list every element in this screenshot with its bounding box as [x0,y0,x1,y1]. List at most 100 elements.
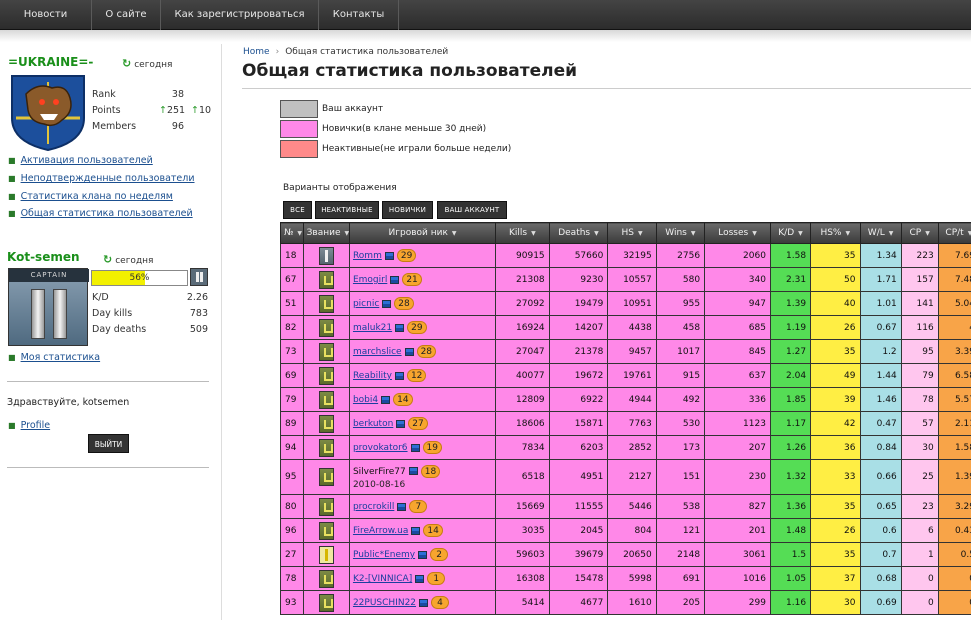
nav-about[interactable]: О сайте [92,0,161,30]
header-label: Losses [718,228,749,238]
table-row: 96 FireArrow.ua 14 3035 2045 804 121 201 1.48 26 0… [280,518,971,543]
link-general-user-stats[interactable]: ■ Общая статистика пользователей [8,208,193,219]
clan-members-value: 96 [171,121,184,132]
cell-kills: 12809 [495,387,550,412]
breadcrumb-home[interactable]: Home [243,47,270,57]
cell-cpt: 0.43 [937,518,971,543]
cell-deaths: 21378 [548,339,609,364]
cell-hsp: 36 [810,435,861,460]
player-nick-link[interactable]: berkuton [352,419,394,429]
header-col-num[interactable]: № ▼ [280,222,304,244]
header-col-cp[interactable]: CP ▼ [900,222,939,244]
player-nick-link[interactable]: FireArrow.ua [352,526,409,536]
cell-num: 79 [280,387,304,412]
sergeant-rank-icon [318,294,334,313]
player-nick-link[interactable]: Romm [352,251,382,261]
cell-kills: 18606 [495,411,550,436]
header-label: Kills [509,228,528,238]
cell-cpt: 7.69 [937,243,971,268]
filter-newcomers-button[interactable]: НОВИЧКИ [382,201,433,219]
cell-cp: 79 [900,363,939,388]
cell-rank [302,339,350,364]
cell-hsp: 35 [810,494,861,519]
cell-wl: 1.34 [859,243,902,268]
link-general-user-stats-text[interactable]: Общая статистика пользователей [20,208,193,219]
player-nick-link[interactable]: marchslice [352,347,402,357]
rank-progress-bar: 56% [91,270,188,286]
cell-losses: 1016 [704,566,771,591]
nav-contacts[interactable]: Контакты [319,0,399,30]
player-nick-link[interactable]: Public*Enemy [352,550,416,560]
link-profile-text[interactable]: Profile [20,420,51,431]
player-nick-link[interactable]: 22PUSCHIN22 [352,598,417,608]
header-col-kd[interactable]: K/D ▼ [769,222,812,244]
link-clan-weekly-stats-text[interactable]: Статистика клана по неделям [20,191,173,202]
cell-num: 95 [280,459,304,495]
cell-wins: 205 [655,590,706,615]
cell-cpt: 0.5 [937,542,971,567]
header-col-deaths[interactable]: Deaths ▼ [548,222,609,244]
link-unconfirmed-users[interactable]: ■ Неподтвержденные пользователи [8,173,195,184]
player-nick-link[interactable]: K2-[VINNICA] [352,574,413,584]
nav-register[interactable]: Как зарегистрироваться [161,0,319,30]
link-activate-users[interactable]: ■ Активация пользователей [8,155,153,166]
cell-wins: 955 [655,291,706,316]
link-unconfirmed-users-text[interactable]: Неподтвержденные пользователи [20,173,195,184]
header-col-losses[interactable]: Losses ▼ [704,222,771,244]
logout-button[interactable]: ВЫЙТИ [88,434,129,453]
cell-losses: 201 [704,518,771,543]
cell-hs: 4438 [607,315,657,340]
player-nick-link[interactable]: provokator6 [352,443,408,453]
flag-icon [408,467,418,475]
header-col-rank[interactable]: Звание ▼ [302,222,350,244]
cell-kd: 1.05 [769,566,812,591]
player-nick-link[interactable]: maluk21 [352,323,393,333]
header-col-wl[interactable]: W/L ▼ [859,222,902,244]
nav-news[interactable]: Новости [0,0,92,30]
header-col-hs-percent[interactable]: HS% ▼ [810,222,861,244]
clan-points-delta-number: 10 [198,105,212,116]
link-my-stats-text[interactable]: Моя статистика [20,352,101,363]
cell-hsp: 37 [810,566,861,591]
user-day-deaths-label: Day deaths [92,324,147,335]
player-nick-link[interactable]: procrokill [352,502,395,512]
player-nick-link[interactable]: Reability [352,371,392,381]
sort-arrow-icon: ▼ [344,230,350,237]
sergeant-rank-icon [318,468,334,486]
cell-num: 96 [280,518,304,543]
level-badge: 12 [406,369,427,382]
cell-nick: 22PUSCHIN22 4 [348,590,497,615]
header-col-kills[interactable]: Kills ▼ [495,222,550,244]
header-col-wins[interactable]: Wins ▼ [655,222,706,244]
cell-wins: 2756 [655,243,706,268]
link-profile[interactable]: ■ Profile [8,420,50,431]
player-nick-link[interactable]: picnic [352,299,380,309]
header-label: № [284,228,294,238]
flag-icon [394,371,404,380]
cell-num: 73 [280,339,304,364]
cell-num: 69 [280,363,304,388]
header-col-nick[interactable]: Игровой ник ▼ [348,222,497,244]
cell-nick: Public*Enemy 2 [348,542,497,567]
link-my-stats[interactable]: ■ Моя статистика [8,352,100,363]
link-clan-weekly-stats[interactable]: ■ Статистика клана по неделям [8,191,173,202]
player-nick-link[interactable]: bobi4 [352,395,379,405]
header-col-cp-per-t[interactable]: CP/t ▼ [937,222,971,244]
cell-wins: 530 [655,411,706,436]
cell-kills: 90915 [495,243,550,268]
cell-losses: 340 [704,267,771,292]
table-row: 51 picnic 28 27092 19479 10951 955 947 1.39 40 1.0… [280,291,971,316]
filter-inactive-button[interactable]: НЕАКТИВНЫЕ [315,201,379,219]
filter-all-button[interactable]: ВСЕ [283,201,312,219]
header-col-hs[interactable]: HS ▼ [607,222,657,244]
legend-swatch [280,100,318,118]
flag-icon [397,502,407,511]
table-row: 27 Public*Enemy 2 59603 39679 20650 2148 3061 1.… [280,542,971,567]
table-row: 80 procrokill 7 15669 11555 5446 538 827 1.36 35 0… [280,494,971,519]
player-nick-link[interactable]: Emogirl [352,275,388,285]
arrow-up-icon: ↑ [191,105,199,116]
filter-own-account-button[interactable]: ВАШ АККАУНТ [437,201,507,219]
cell-hsp: 33 [810,459,861,495]
link-activate-users-text[interactable]: Активация пользователей [20,155,153,166]
cell-wins: 151 [655,459,706,495]
